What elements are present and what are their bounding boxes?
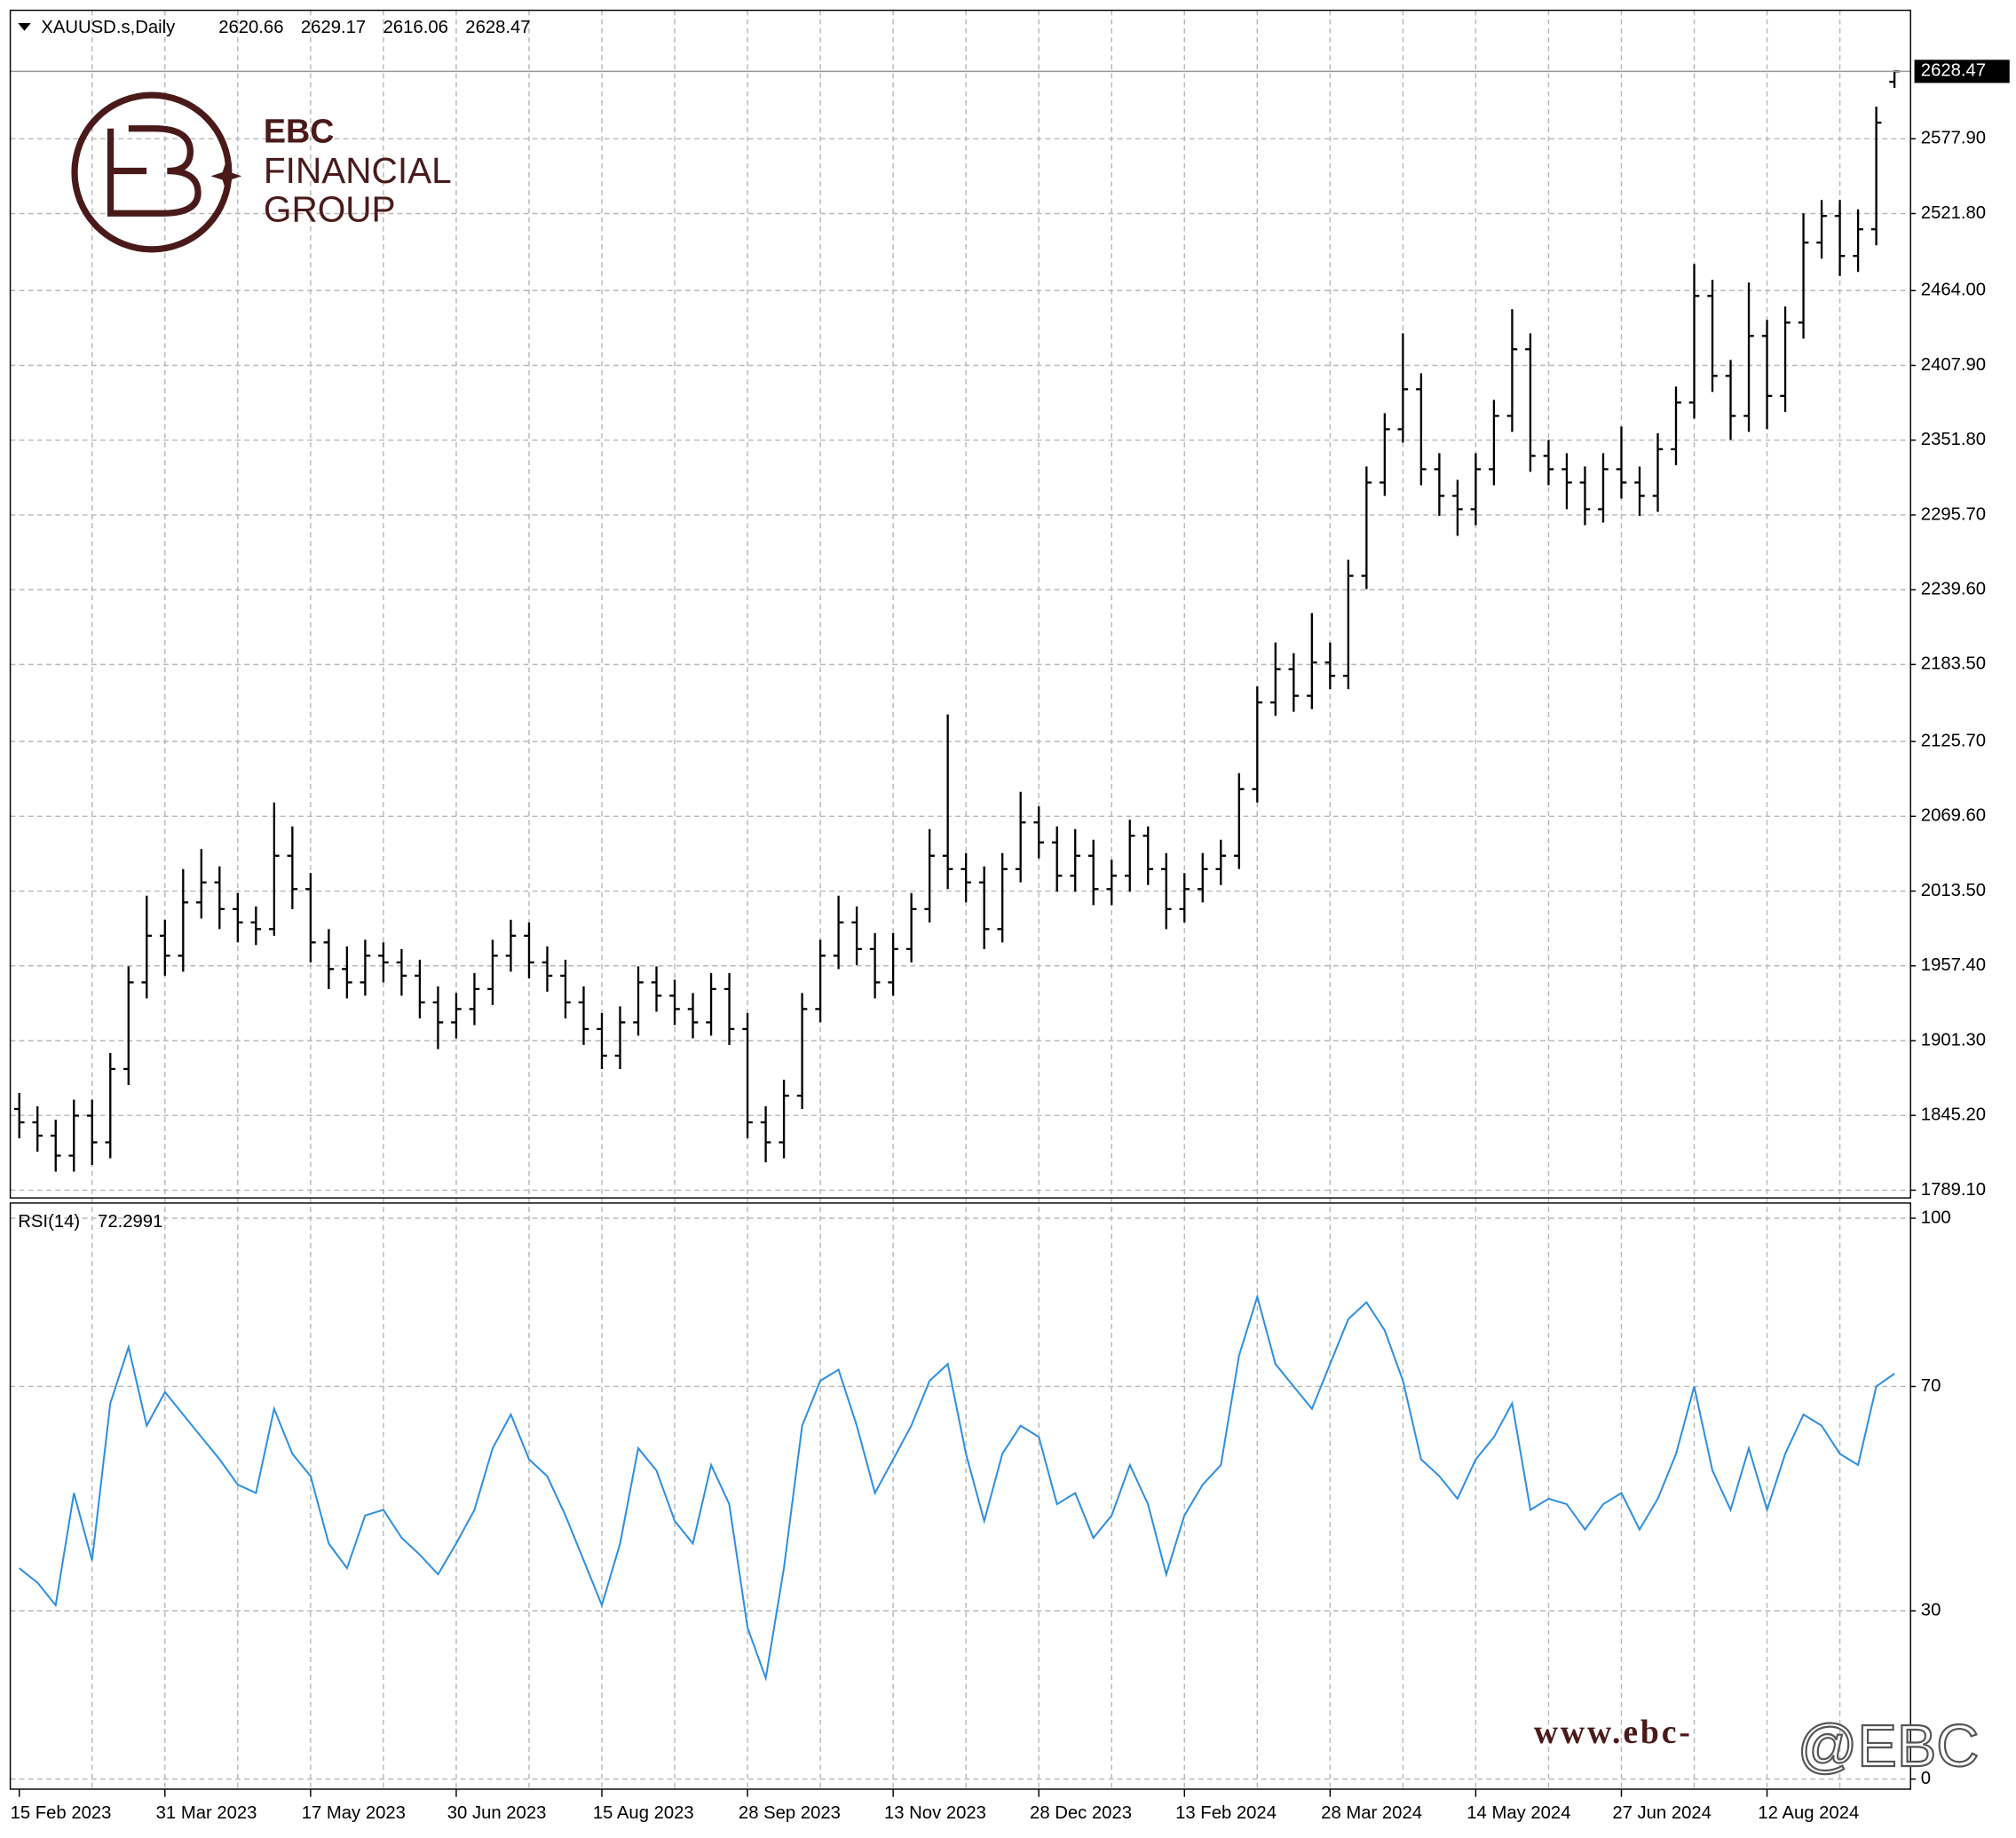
last-price-box — [1914, 59, 2010, 83]
rsi-value: 72.2991 — [98, 1212, 162, 1232]
y-tick-label: 2521.80 — [1921, 203, 1986, 223]
logo-text: GROUP — [264, 189, 396, 230]
x-tick-label: 15 Feb 2023 — [11, 1803, 112, 1823]
rsi-panel-frame — [9, 1202, 1911, 1790]
x-tick-label: 28 Mar 2024 — [1321, 1803, 1422, 1823]
logo: EBC FINANCIAL GROUP — [71, 91, 452, 253]
x-tick-label: 15 Aug 2023 — [593, 1803, 694, 1823]
y-tick-label: 2295.70 — [1921, 504, 1986, 524]
mark-layer — [10, 70, 1911, 1682]
y-tick-label: 1789.10 — [1921, 1180, 1986, 1200]
header-low: 2616.06 — [383, 18, 448, 37]
y-tick-label: 2239.60 — [1921, 579, 1986, 598]
x-tick-label: 14 May 2024 — [1467, 1803, 1570, 1823]
y-tick-label: 2069.60 — [1921, 806, 1986, 826]
y-tick-label: 2407.90 — [1921, 355, 1986, 375]
header-open: 2620.66 — [218, 18, 283, 37]
x-tick-label: 28 Dec 2023 — [1030, 1803, 1132, 1823]
price-panel-frame — [9, 9, 1911, 1199]
watermark-url: www.ebc- — [1534, 1714, 1693, 1751]
x-tick-label: 28 Sep 2023 — [739, 1803, 841, 1823]
y-tick-label: 2125.70 — [1921, 731, 1986, 750]
y-tick-label: 2183.50 — [1921, 654, 1986, 674]
y-tick-label: 1901.30 — [1921, 1030, 1986, 1050]
y-tick-label: 30 — [1921, 1600, 1941, 1620]
rsi-title: RSI(14) — [18, 1212, 80, 1232]
header-close: 2628.47 — [465, 18, 530, 37]
x-tick-label: 30 Jun 2023 — [447, 1803, 547, 1823]
y-tick-label: 1845.20 — [1921, 1105, 1986, 1125]
logo-star — [210, 160, 242, 192]
x-tick-label: 13 Feb 2024 — [1175, 1803, 1277, 1823]
y-tick-label: 70 — [1921, 1376, 1941, 1396]
y-tick-label: 100 — [1921, 1208, 1951, 1227]
rsi-line — [19, 1293, 1895, 1682]
header-arrow — [18, 23, 31, 31]
y-tick-label: 2013.50 — [1921, 881, 1986, 900]
symbol-title: XAUUSD.s,Daily — [41, 18, 176, 37]
x-tick-label: 13 Nov 2023 — [884, 1803, 986, 1823]
logo-text: FINANCIAL — [264, 150, 452, 191]
y-tick-label: 2464.00 — [1921, 281, 1986, 300]
y-tick-label: 2577.90 — [1921, 129, 1986, 148]
grid-layer — [10, 10, 1911, 1789]
logo-mark — [107, 125, 202, 217]
x-tick-label: 12 Aug 2024 — [1758, 1803, 1859, 1823]
y-tick-label: 1957.40 — [1921, 955, 1986, 975]
y-tick-label: 2351.80 — [1921, 430, 1986, 449]
x-tick-label: 31 Mar 2023 — [156, 1803, 257, 1823]
x-tick-label: 27 Jun 2024 — [1612, 1803, 1712, 1823]
watermark-handle: @EBC — [1798, 1714, 1980, 1779]
x-tick-label: 17 May 2023 — [302, 1803, 406, 1823]
last-price-label: 2628.47 — [1921, 61, 1986, 81]
header-high: 2629.17 — [301, 18, 366, 37]
logo-text: EBC — [264, 112, 334, 149]
y-tick-label: 0 — [1921, 1769, 1931, 1788]
